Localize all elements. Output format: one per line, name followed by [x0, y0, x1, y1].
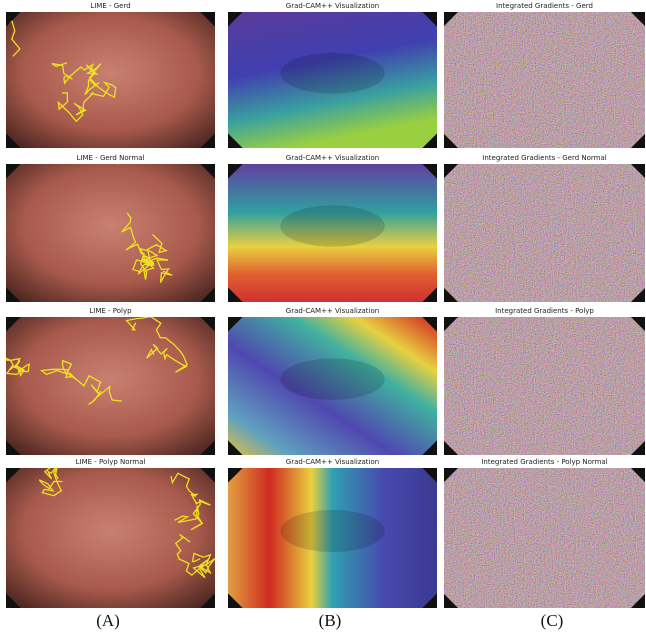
panel-title: LIME - Gerd: [90, 2, 130, 10]
panel-title: Integrated Gradients - Gerd Normal: [482, 154, 607, 162]
panel-title: Grad-CAM++ Visualization: [286, 154, 379, 162]
column-label: (A): [96, 611, 120, 630]
endoscopy-image: [444, 164, 645, 302]
endoscopy-image: [0, 12, 215, 148]
tissue: [6, 164, 215, 302]
column-label: (B): [319, 611, 342, 630]
panel-title: LIME - Polyp Normal: [76, 458, 146, 466]
panel-title: Grad-CAM++ Visualization: [286, 307, 379, 315]
panel-grid: LIME - Gerd Grad-CAM++ Visualization Integ…: [0, 2, 645, 630]
attribution-noise: [444, 12, 645, 148]
endoscopy-image: [228, 12, 437, 148]
figure: LIME - Gerd Grad-CAM++ Visualization Integ…: [0, 0, 646, 634]
endoscopy-image: [444, 317, 645, 455]
tissue: [6, 12, 215, 148]
shadow: [280, 510, 385, 552]
endoscopy-image: [444, 468, 645, 608]
panel-title: LIME - Polyp: [89, 307, 132, 315]
attribution-noise: [444, 164, 645, 302]
endoscopy-image: [228, 317, 437, 455]
shadow: [280, 53, 385, 94]
endoscopy-image: [0, 317, 215, 455]
attribution-noise: [444, 317, 645, 455]
column-label: (C): [541, 611, 564, 630]
panel-title: Grad-CAM++ Visualization: [286, 458, 379, 466]
panel-title: Integrated Gradients - Polyp Normal: [481, 458, 607, 466]
endoscopy-image: [444, 12, 645, 148]
endoscopy-image: [6, 126, 215, 302]
endoscopy-image: [228, 164, 437, 302]
endoscopy-image: [6, 447, 215, 608]
panel-title: Integrated Gradients - Polyp: [495, 307, 594, 315]
shadow: [280, 205, 385, 246]
panel-title: Grad-CAM++ Visualization: [286, 2, 379, 10]
panel-title: Integrated Gradients - Gerd: [496, 2, 593, 10]
shadow: [280, 358, 385, 399]
endoscopy-image: [228, 468, 437, 608]
panel-title: LIME - Gerd Normal: [77, 154, 145, 162]
attribution-noise: [444, 468, 645, 608]
